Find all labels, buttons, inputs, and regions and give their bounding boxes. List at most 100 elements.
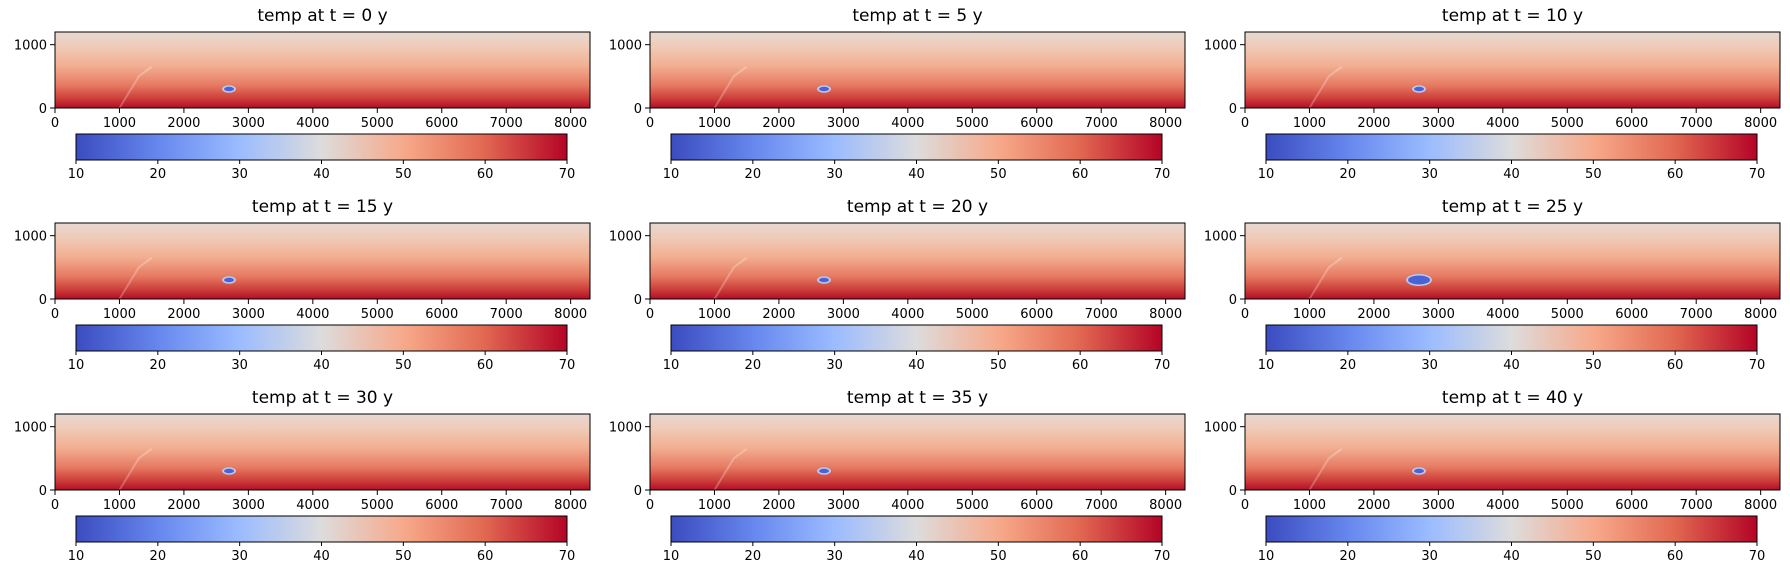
- x-tick-label: 8000: [1149, 116, 1182, 131]
- y-tick-label: 0: [39, 293, 47, 308]
- x-tick-label: 6000: [425, 498, 458, 513]
- colorbar-tick-label: 40: [1503, 167, 1520, 182]
- panel-t0: temp at t = 0 y 0 1000 2000 3000 4000 5000 6000…: [0, 0, 595, 191]
- fault-line: [118, 66, 153, 108]
- x-tick-label: 5000: [361, 116, 394, 131]
- panel-svg: 0 1000 2000 3000 4000 5000 6000 7000 8000 0 1000 10…: [1204, 222, 1781, 373]
- x-tick-label: 0: [1241, 307, 1249, 322]
- cold-anomaly: [1406, 274, 1433, 286]
- x-tick-label: 1000: [103, 498, 136, 513]
- colorbar-tick-label: 50: [395, 358, 412, 373]
- y-tick-label: 1000: [1204, 230, 1237, 245]
- colorbar-tick-label: 30: [1421, 358, 1438, 373]
- colorbar-tick-label: 30: [1421, 167, 1438, 182]
- x-tick-label: 4000: [1486, 307, 1519, 322]
- temperature-field: [55, 414, 590, 490]
- colorbar-tick-label: 50: [990, 358, 1007, 373]
- colorbar-tick-label: 20: [745, 358, 762, 373]
- colorbar: [670, 324, 1163, 352]
- x-tick-label: 5000: [956, 307, 989, 322]
- x-tick-label: 4000: [891, 498, 924, 513]
- panel-t8: temp at t = 40 y 0 1000 2000 3000 4000 5000 600…: [1190, 382, 1785, 573]
- colorbar-tick-label: 30: [231, 358, 248, 373]
- x-tick-label: 1000: [103, 116, 136, 131]
- x-tick-label: 3000: [1422, 307, 1455, 322]
- y-tick-label: 0: [39, 484, 47, 499]
- colorbar-tick-label: 60: [1072, 549, 1089, 564]
- x-tick-label: 2000: [762, 498, 795, 513]
- panel-svg: 0 1000 2000 3000 4000 5000 6000 7000 8000 0 1000 10…: [609, 31, 1186, 182]
- x-tick-label: 0: [51, 307, 59, 322]
- panel-svg: 0 1000 2000 3000 4000 5000 6000 7000 8000 0 1000 10…: [14, 222, 591, 373]
- x-tick-label: 7000: [490, 498, 523, 513]
- y-tick-label: 1000: [14, 421, 47, 436]
- x-tick-label: 2000: [167, 307, 200, 322]
- panel-svg: 0 1000 2000 3000 4000 5000 6000 7000 8000 0 1000 10…: [14, 413, 591, 564]
- y-tick-label: 1000: [609, 421, 642, 436]
- colorbar-tick-label: 60: [477, 549, 494, 564]
- x-tick-label: 0: [51, 498, 59, 513]
- y-tick-label: 0: [634, 484, 642, 499]
- panel-svg: 0 1000 2000 3000 4000 5000 6000 7000 8000 0 1000 10…: [14, 31, 591, 182]
- colorbar: [1265, 324, 1758, 352]
- panel-title: temp at t = 25 y: [1441, 197, 1584, 217]
- panel-svg: 0 1000 2000 3000 4000 5000 6000 7000 8000 0 1000 10…: [609, 222, 1186, 373]
- cold-anomaly: [817, 276, 832, 284]
- x-tick-label: 8000: [1744, 498, 1777, 513]
- colorbar-tick-label: 60: [1072, 167, 1089, 182]
- y-tick-label: 0: [634, 102, 642, 117]
- x-tick-label: 5000: [361, 498, 394, 513]
- colorbar-tick-label: 50: [1585, 358, 1602, 373]
- x-tick-label: 1000: [698, 307, 731, 322]
- x-tick-label: 7000: [1085, 498, 1118, 513]
- colorbar-tick-label: 60: [1667, 358, 1684, 373]
- cold-anomaly: [1412, 467, 1427, 475]
- fault-line: [713, 257, 748, 299]
- fault-line: [713, 66, 748, 108]
- x-tick-label: 3000: [232, 498, 265, 513]
- colorbar-tick-label: 20: [745, 167, 762, 182]
- colorbar-tick-label: 70: [1154, 358, 1171, 373]
- x-tick-label: 2000: [762, 307, 795, 322]
- x-tick-label: 8000: [554, 116, 587, 131]
- panel-title: temp at t = 40 y: [1441, 388, 1584, 408]
- x-tick-label: 7000: [1085, 116, 1118, 131]
- x-tick-label: 7000: [1680, 307, 1713, 322]
- colorbar-tick-label: 20: [1340, 549, 1357, 564]
- colorbar-tick-label: 20: [150, 358, 167, 373]
- x-tick-label: 1000: [698, 498, 731, 513]
- fault-line: [1308, 257, 1343, 299]
- colorbar-tick-label: 40: [1503, 358, 1520, 373]
- x-tick-label: 2000: [1357, 116, 1390, 131]
- panel-t5: temp at t = 25 y 0 1000 2000 3000 4000 5000 600…: [1190, 191, 1785, 382]
- colorbar-tick-label: 50: [395, 549, 412, 564]
- colorbar-tick-label: 60: [1667, 167, 1684, 182]
- colorbar-tick-label: 20: [150, 167, 167, 182]
- x-tick-label: 0: [646, 498, 654, 513]
- x-tick-label: 7000: [1680, 116, 1713, 131]
- x-tick-label: 6000: [1615, 116, 1648, 131]
- panel-t4: temp at t = 20 y 0 1000 2000 3000 4000 5000 600…: [595, 191, 1190, 382]
- colorbar-tick-label: 70: [1154, 167, 1171, 182]
- colorbar-tick-label: 10: [1258, 167, 1275, 182]
- colorbar-tick-label: 70: [1749, 549, 1766, 564]
- colorbar-tick-label: 30: [826, 549, 843, 564]
- colorbar-tick-label: 10: [68, 358, 85, 373]
- fault-line: [1308, 66, 1343, 108]
- panel-svg: 0 1000 2000 3000 4000 5000 6000 7000 8000 0 1000 10…: [1204, 31, 1781, 182]
- panel-t1: temp at t = 5 y 0 1000 2000 3000 4000 5000 6000…: [595, 0, 1190, 191]
- panel-title: temp at t = 15 y: [251, 197, 394, 217]
- colorbar: [1265, 515, 1758, 543]
- x-tick-label: 7000: [490, 307, 523, 322]
- x-tick-label: 5000: [1551, 116, 1584, 131]
- colorbar: [75, 133, 568, 161]
- y-tick-label: 1000: [609, 39, 642, 54]
- x-tick-label: 6000: [1615, 307, 1648, 322]
- cold-anomaly: [1412, 85, 1427, 93]
- x-tick-label: 3000: [827, 307, 860, 322]
- colorbar-tick-label: 70: [559, 167, 576, 182]
- panel-title: temp at t = 20 y: [846, 197, 989, 217]
- x-tick-label: 3000: [827, 498, 860, 513]
- colorbar-tick-label: 70: [1749, 167, 1766, 182]
- y-tick-label: 1000: [1204, 39, 1237, 54]
